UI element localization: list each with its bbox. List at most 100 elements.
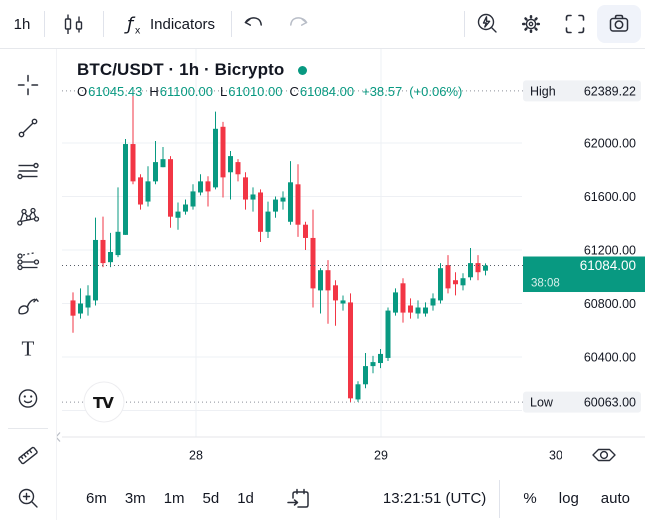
high-value: 61100.00 [159,84,214,99]
fullscreen-icon [565,14,585,34]
candle-up [265,201,271,238]
clock-utc[interactable]: 13:21:51 (UTC) [382,490,487,507]
zoom-in-tool-button[interactable] [8,478,48,518]
candle-body [235,162,241,175]
candle-up [340,295,346,311]
last-price-value: 61084.00 [580,258,636,273]
candle-down [295,164,301,237]
candle-body [310,237,316,289]
candle-body [393,292,398,313]
axis-settings-button[interactable] [592,448,616,462]
toolbar-divider [231,11,233,37]
candle-body [175,211,181,218]
candle-body [303,224,308,238]
text-icon: T [22,337,35,361]
trend-line-tool-button[interactable] [8,108,48,148]
symbol-title[interactable]: BTC/USDT · 1h · Bicrypto [77,60,285,79]
candle-body [363,366,368,385]
range-button-5d[interactable]: 5d [194,483,229,515]
plot-layer [62,48,523,437]
candle-up [430,293,436,311]
undo-button[interactable] [232,5,276,43]
candle-body [243,177,248,200]
candle-body [453,280,458,285]
candle-body [438,268,443,301]
candle-up [363,352,368,389]
price-tick-label: 61200.00 [584,243,636,257]
candle-up [213,111,218,190]
candle-up [183,199,188,215]
toolbar-divider [44,11,45,37]
candle-up [378,348,383,369]
low-pill-label: Low [530,396,554,410]
candle-up [468,247,473,281]
candle-up [415,300,421,319]
auto-scale-button[interactable]: auto [592,483,639,515]
emoji-tool-button[interactable] [8,378,48,418]
range-button-6m[interactable]: 6m [77,483,116,515]
low-pill-bg [523,391,641,413]
candle-body [258,192,263,232]
open-value: 61045.43 [88,84,143,99]
last-price-badge-bg [523,256,645,293]
candle-down [220,121,226,198]
candle-body [123,144,128,235]
candle-up [115,187,121,258]
indicators-label: Indicators [150,15,216,33]
settings-button[interactable] [509,5,553,43]
emoji-icon [18,389,38,408]
candle-up [318,268,323,314]
candle-down [445,255,451,294]
price-tick-label: 60800.00 [584,297,636,311]
fullscreen-button[interactable] [553,5,597,43]
candle-style-button[interactable] [45,5,103,43]
svg-text:ƒ: ƒ [124,14,136,35]
candle-body [430,298,436,306]
indicators-button[interactable]: ƒ x Indicators [104,5,231,43]
brush-tool-button[interactable] [8,285,48,325]
settings-gear-icon [521,14,541,34]
candle-body [85,295,91,308]
fib-retracement-tool-button[interactable] [8,152,48,192]
candle-body [355,384,361,400]
range-button-3m[interactable]: 3m [116,483,155,515]
price-tick-label: 60400.00 [584,351,636,365]
percent-scale-button[interactable]: % [514,483,545,515]
interval-button[interactable]: 1h [0,5,44,43]
candle-body [93,239,98,301]
time-tick-label: 28 [189,449,203,463]
crosshair-tool-button[interactable] [8,65,48,105]
xabcd-pattern-tool-button[interactable] [8,197,48,237]
candle-body [340,300,346,304]
range-button-1m[interactable]: 1m [155,483,194,515]
candle-body [325,270,331,291]
candle-up [385,307,391,362]
candle-body [468,263,473,278]
screenshot-button[interactable] [597,5,641,43]
text-tool-button[interactable]: T [8,328,48,368]
ruler-tool-button[interactable] [8,435,48,475]
candle-up [280,191,286,210]
change-percent: (+0.06%) [409,84,463,99]
candle-up [175,202,181,230]
candle-body [108,251,113,263]
projection-tool-button[interactable] [8,242,48,282]
candle-body [348,302,353,399]
range-button-1d[interactable]: 1d [228,483,263,515]
redo-button[interactable] [276,5,320,43]
candle-body [378,353,383,364]
candlestick-chart[interactable]: TV 62000.00 61600.00 61200.00 60800.00 60400… [0,48,645,477]
candle-down [235,159,241,182]
candle-down [408,298,413,319]
candle-body [483,265,488,271]
quick-search-button[interactable] [465,5,509,43]
candle-body [183,204,188,212]
candle-down [100,216,106,268]
candle-up [355,381,361,402]
log-scale-button[interactable]: log [550,483,588,515]
candle-up [93,217,98,306]
candle-body [145,181,151,202]
go-to-date-button[interactable] [275,483,321,515]
ohlc-row: O 61045.43 H 61100.00 L 61010.00 C 61084… [77,84,469,99]
